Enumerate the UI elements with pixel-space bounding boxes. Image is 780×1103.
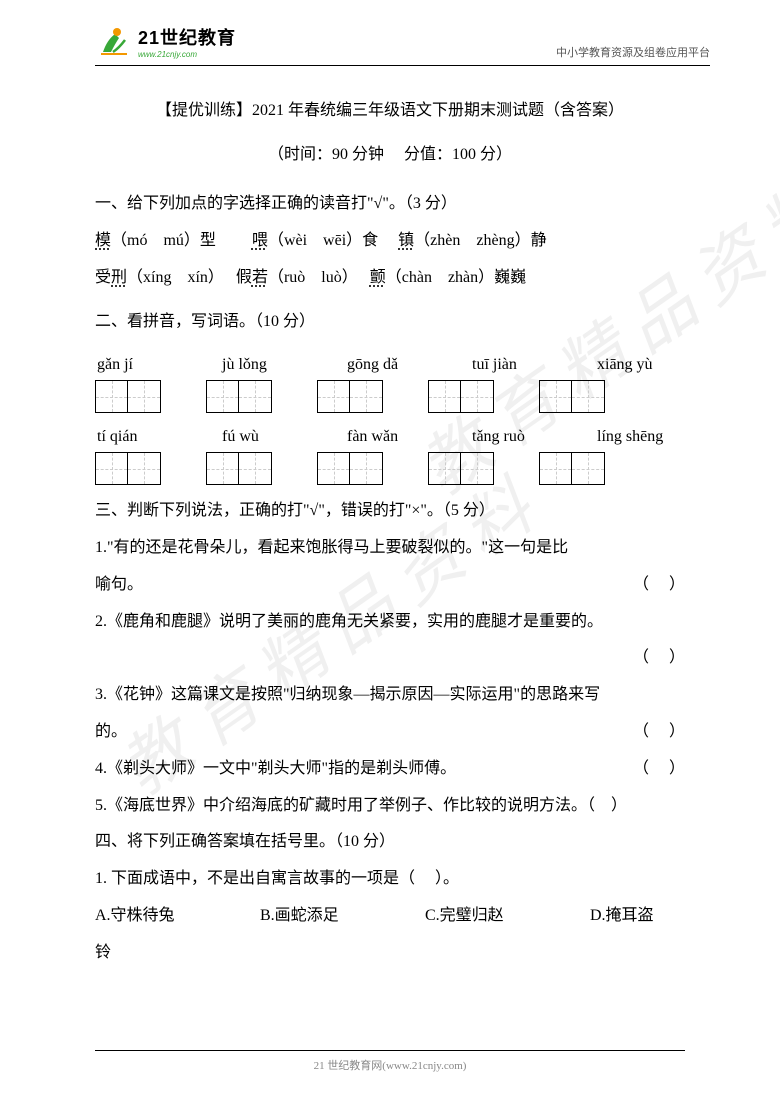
answer-paren: （ ）: [633, 751, 685, 788]
logo-area: 21世纪教育 www.21cnjy.com: [95, 22, 236, 60]
char-box: [206, 380, 272, 413]
pinyin: líng shēng: [597, 428, 677, 446]
section1-line2: 受刑（xíng xín） 假若（ruò luò） 颤（chàn zhàn）巍巍: [95, 260, 685, 297]
answer-paren: （ ）: [633, 640, 685, 677]
logo-cn: 21世纪教育: [138, 24, 236, 50]
answer-paren: （ ）: [633, 567, 685, 604]
char-box: [317, 452, 383, 485]
logo-text: 21世纪教育 www.21cnjy.com: [138, 24, 236, 59]
doc-title: 【提优训练】2021 年春统编三年级语文下册期末测试题（含答案）: [95, 96, 685, 120]
section4-heading: 四、将下列正确答案填在括号里。（10 分）: [95, 824, 685, 861]
char-box: [95, 452, 161, 485]
doc-subtitle: （时间：90 分钟 分值：100 分）: [95, 140, 685, 164]
box-row-1: [95, 380, 685, 413]
option-b: B.画蛇添足: [260, 898, 425, 935]
char-box: [428, 452, 494, 485]
pinyin: tǎng ruò: [472, 428, 552, 446]
content: 【提优训练】2021 年春统编三年级语文下册期末测试题（含答案） （时间：90 …: [0, 66, 780, 972]
pinyin: xiāng yù: [597, 356, 677, 374]
pinyin: jù lǒng: [222, 356, 302, 374]
char-box: [539, 452, 605, 485]
s4-q1-options: A.守株待兔 B.画蛇添足 C.完璧归赵 D.掩耳盗: [95, 898, 685, 935]
logo-icon: [95, 22, 133, 60]
q3-line2: 的。（ ）: [95, 714, 685, 751]
logo-en: www.21cnjy.com: [138, 50, 236, 59]
pinyin-row-1: gǎn jí jù lǒng gōng dǎ tuī jiàn xiāng yù: [95, 356, 685, 374]
char-box: [539, 380, 605, 413]
section1-heading: 一、给下列加点的字选择正确的读音打"√"。（3 分）: [95, 186, 685, 223]
header-right-text: 中小学教育资源及组卷应用平台: [556, 44, 710, 60]
q4: 4.《剃头大师》一文中"剃头大师"指的是剃头师傅。（ ）: [95, 751, 685, 788]
section2-heading: 二、看拼音，写词语。（10 分）: [95, 304, 685, 341]
q1-line1: 1."有的还是花骨朵儿，看起来饱胀得马上要破裂似的。"这一句是比: [95, 530, 685, 567]
page-footer: 21 世纪教育网(www.21cnjy.com): [95, 1050, 685, 1073]
char-box: [95, 380, 161, 413]
section3-heading: 三、判断下列说法，正确的打"√"，错误的打"×"。（5 分）: [95, 493, 685, 530]
q2-paren: （ ）: [95, 640, 685, 677]
page-header: 21世纪教育 www.21cnjy.com 中小学教育资源及组卷应用平台: [95, 0, 710, 66]
pinyin: fú wù: [222, 428, 302, 446]
pinyin: gǎn jí: [97, 356, 177, 374]
pinyin: tí qián: [97, 428, 177, 446]
s4-q1: 1. 下面成语中，不是出自寓言故事的一项是（ ）。: [95, 861, 685, 898]
option-a: A.守株待兔: [95, 898, 260, 935]
char-box: [428, 380, 494, 413]
pinyin: fàn wǎn: [347, 428, 427, 446]
q3-line1: 3.《花钟》这篇课文是按照"归纳现象—揭示原因—实际运用"的思路来写: [95, 677, 685, 714]
q1-line2: 喻句。（ ）: [95, 567, 685, 604]
option-d: D.掩耳盗: [590, 898, 654, 935]
q2-line1: 2.《鹿角和鹿腿》说明了美丽的鹿角无关紧要，实用的鹿腿才是重要的。: [95, 604, 685, 641]
pinyin-row-2: tí qián fú wù fàn wǎn tǎng ruò líng shēn…: [95, 428, 685, 446]
pinyin: gōng dǎ: [347, 356, 427, 374]
q5: 5.《海底世界》中介绍海底的矿藏时用了举例子、作比较的说明方法。（ ）: [95, 788, 685, 825]
answer-paren: （ ）: [633, 714, 685, 751]
box-row-2: [95, 452, 685, 485]
char-box: [317, 380, 383, 413]
char-box: [206, 452, 272, 485]
pinyin: tuī jiàn: [472, 356, 552, 374]
s4-q1-cont: 铃: [95, 935, 685, 972]
option-c: C.完璧归赵: [425, 898, 590, 935]
section1-line1: 模（mó mú）型 喂（wèi wēi）食 镇（zhèn zhèng）静: [95, 223, 685, 260]
